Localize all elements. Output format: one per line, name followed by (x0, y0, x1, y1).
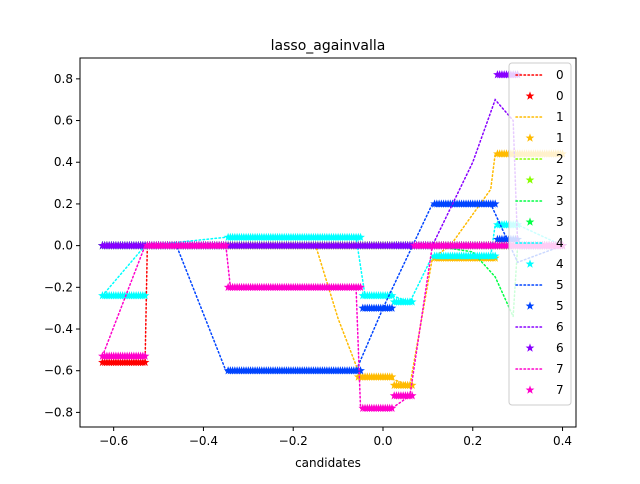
y-tick-label: 0.4 (54, 155, 73, 169)
legend-label: 3 (556, 215, 564, 229)
series-7 (98, 241, 567, 412)
y-tick-label: 0.0 (54, 239, 73, 253)
legend-item-3[interactable]: 3 (525, 215, 564, 229)
legend-item-7[interactable]: 7 (515, 362, 564, 376)
legend-label: 4 (556, 257, 564, 271)
series-marker-5 (387, 303, 397, 312)
legend-star-swatch (525, 343, 535, 352)
series-marker-7 (407, 391, 417, 400)
y-tick-label: 0.8 (54, 72, 73, 86)
legend-label: 5 (556, 278, 564, 292)
series-4 (98, 220, 567, 306)
series-marker-0 (140, 357, 150, 367)
legend-star-swatch (525, 217, 535, 226)
legend-label: 2 (556, 173, 564, 187)
legend-label: 1 (556, 131, 564, 145)
legend-box (508, 62, 572, 406)
legend-star-swatch (525, 301, 535, 310)
y-tick-label: −0.8 (44, 405, 73, 419)
legend-label: 3 (556, 194, 564, 208)
x-tick-label: 0.0 (373, 434, 392, 448)
series-marker-7 (140, 351, 150, 360)
series-line-1 (101, 153, 564, 387)
series-line-7 (101, 244, 564, 409)
x-tick-label: 0.4 (553, 434, 572, 448)
legend-label: 0 (556, 89, 564, 103)
x-tick-label: −0.4 (189, 434, 218, 448)
legend-label: 6 (556, 320, 564, 334)
y-tick-label: −0.6 (44, 364, 73, 378)
series-marker-4 (356, 232, 365, 242)
series-marker-4 (140, 291, 150, 300)
series-marker-7 (387, 403, 397, 412)
axes-frame (79, 57, 577, 428)
series-marker-4 (490, 251, 500, 260)
x-tick-label: −0.6 (99, 434, 128, 448)
legend-item-4[interactable]: 4 (515, 236, 564, 250)
series-marker-5 (356, 366, 365, 375)
legend-label: 7 (556, 383, 564, 397)
legend-item-6[interactable]: 6 (525, 341, 564, 355)
x-tick-label: 0.2 (463, 434, 482, 448)
legend-star-swatch (525, 133, 535, 142)
legend-star-swatch (525, 175, 535, 184)
legend-item-5[interactable]: 5 (525, 299, 564, 313)
legend-item-0[interactable]: 0 (515, 68, 564, 82)
y-tick-label: 0.2 (54, 197, 73, 211)
series-marker-7 (221, 241, 231, 250)
series-marker-1 (387, 372, 397, 381)
legend-star-swatch (525, 385, 535, 394)
series-marker-7 (356, 282, 365, 292)
legend-label: 7 (556, 362, 564, 376)
x-axis-label: candidates (295, 456, 361, 470)
legend-item-0[interactable]: 0 (525, 89, 564, 103)
y-tick-label: −0.4 (44, 322, 73, 336)
legend-item-1[interactable]: 1 (515, 110, 564, 124)
legend-item-7[interactable]: 7 (525, 383, 564, 397)
y-tick-label: −0.2 (44, 280, 73, 294)
legend-star-swatch (525, 259, 535, 268)
y-tick-label: 0.6 (54, 114, 73, 128)
legend-label: 2 (556, 152, 564, 166)
legend-label: 6 (556, 341, 564, 355)
legend-star-swatch (525, 91, 535, 100)
legend-item-1[interactable]: 1 (525, 131, 564, 145)
legend-label: 5 (556, 299, 564, 313)
axes: −0.6 −0.4 −0.2 0.0 0.2 0.4 −0.8 −0.6 −0.4 −0.2 0.0… (44, 57, 577, 448)
legend-item-2[interactable]: 2 (515, 152, 564, 166)
legend-item-5[interactable]: 5 (515, 278, 564, 292)
legend-label: 4 (556, 236, 564, 250)
legend-label: 0 (556, 68, 564, 82)
legend-label: 1 (556, 110, 564, 124)
x-tick-label: −0.2 (279, 434, 308, 448)
chart-title: lasso_againvalla (271, 38, 386, 54)
legend-item-4[interactable]: 4 (525, 257, 564, 271)
legend-item-6[interactable]: 6 (515, 320, 564, 334)
series-marker-4 (387, 291, 397, 300)
legend-item-3[interactable]: 3 (515, 194, 564, 208)
series-marker-5 (490, 199, 500, 208)
legend[interactable]: 0 0 1 1 2 2 3 3 4 4 5 5 6 6 7 7 (508, 62, 572, 406)
legend-item-2[interactable]: 2 (525, 173, 564, 187)
series-marker-4 (407, 297, 417, 306)
